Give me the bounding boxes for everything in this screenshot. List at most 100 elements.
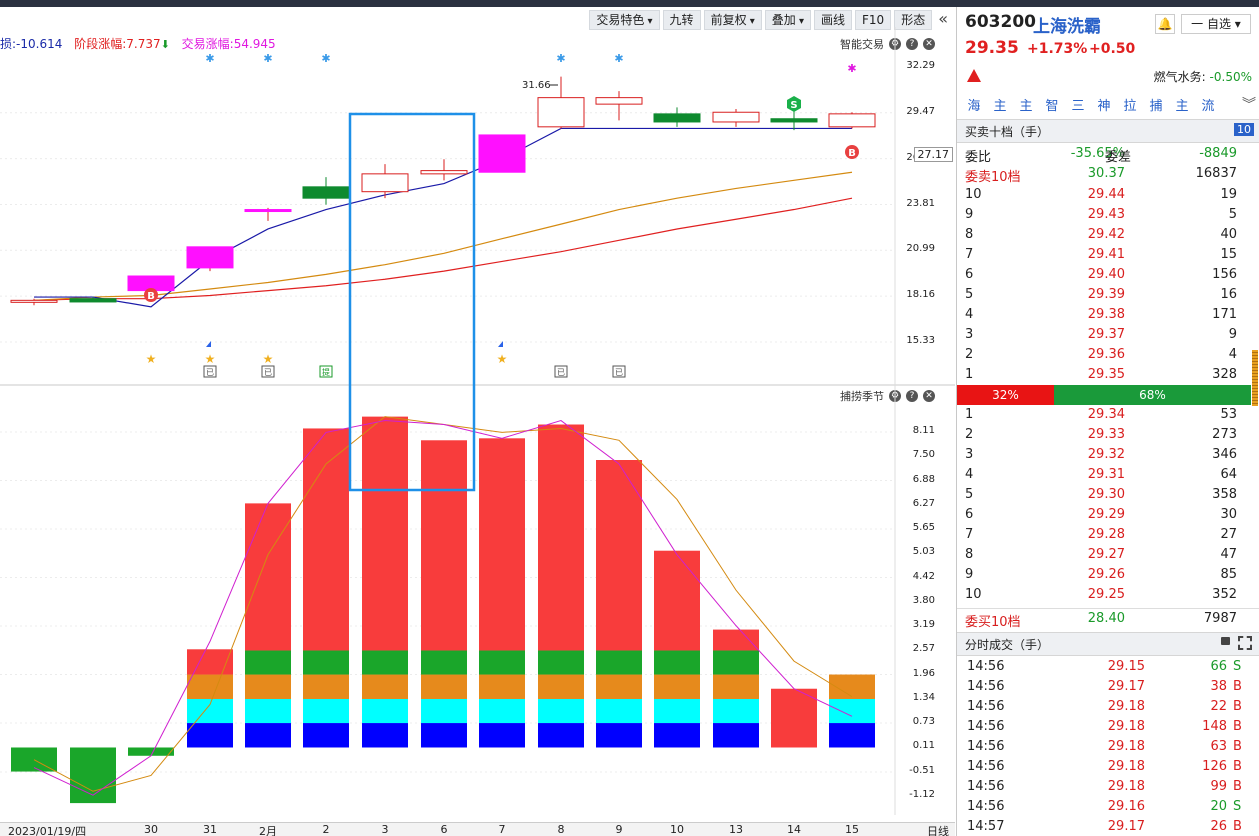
candle-body[interactable]: [712, 111, 760, 123]
indicator-tab-3[interactable]: 智: [1045, 98, 1059, 114]
price-tick-label: 23.81: [906, 197, 935, 209]
candle-body[interactable]: [361, 173, 409, 193]
orderbook-row[interactable]: 9 29.26 85: [957, 565, 1259, 585]
candle-body[interactable]: [302, 186, 350, 199]
orderbook-row[interactable]: 10 29.25 352: [957, 585, 1259, 605]
orderbook-row[interactable]: 7 29.28 27: [957, 525, 1259, 545]
candle-body[interactable]: [69, 298, 117, 303]
note-icon[interactable]: 已: [557, 368, 565, 377]
buy-signal[interactable]: B: [848, 148, 856, 159]
candle-body[interactable]: [653, 113, 701, 123]
osc-bar-segment: [596, 460, 642, 651]
indicator-tab-0[interactable]: 海: [967, 98, 981, 114]
indicator-tab-6[interactable]: 拉: [1123, 98, 1137, 114]
indicator-tab-2[interactable]: 主: [1019, 98, 1033, 114]
candle-body[interactable]: [186, 246, 234, 269]
warning-icon[interactable]: [967, 69, 981, 82]
chart-canvas[interactable]: 31.66 B B S ✱ ✱ ✱ ✱ ✱ ✱ ★ ★ ★ ★ 已 已 提 已 已: [0, 7, 955, 815]
star-icon[interactable]: ★: [146, 352, 157, 366]
trade-time: 14:56: [967, 679, 1005, 694]
candle-body[interactable]: [770, 118, 818, 123]
osc-bar-segment: [596, 650, 642, 675]
osc-bar-segment: [362, 674, 408, 699]
osc-tick-label: -0.51: [909, 764, 935, 776]
star-icon[interactable]: ★: [205, 352, 216, 366]
candle-body[interactable]: [244, 209, 292, 213]
orderbook-row[interactable]: 4 29.38 171: [957, 305, 1259, 325]
candle-body[interactable]: [828, 113, 876, 128]
toolbar-button-3[interactable]: 叠加: [764, 10, 811, 30]
candle-body[interactable]: [420, 170, 468, 175]
star-icon[interactable]: ★: [497, 352, 508, 366]
indicator-tab-4[interactable]: 三: [1071, 98, 1085, 114]
indicator-tab-1[interactable]: 主: [993, 98, 1007, 114]
scrollbar[interactable]: [1252, 350, 1258, 406]
orderbook-row[interactable]: 10 29.44 19: [957, 185, 1259, 205]
orderbook-row[interactable]: 7 29.41 15: [957, 245, 1259, 265]
close-icon[interactable]: ✕: [923, 390, 935, 402]
candle-body[interactable]: [595, 97, 643, 105]
bell-icon[interactable]: 🔔: [1155, 14, 1175, 34]
toolbar-button-1[interactable]: 九转: [662, 10, 701, 30]
orderbook-row[interactable]: 6 29.29 30: [957, 505, 1259, 525]
toolbar-button-6[interactable]: 形态: [894, 10, 933, 30]
indicator-tab-9[interactable]: 流: [1201, 98, 1215, 114]
osc-bar-segment: [596, 674, 642, 699]
expand-icon[interactable]: [1238, 636, 1252, 650]
price-tick-label: 20.99: [906, 243, 935, 255]
orderbook-row[interactable]: 3 29.37 9: [957, 325, 1259, 345]
trade-row: 14:56 29.18 148 B: [957, 717, 1259, 737]
trade-volume: 148: [1202, 719, 1227, 734]
star-icon[interactable]: ★: [263, 352, 274, 366]
sell-signal[interactable]: S: [790, 100, 797, 111]
period-selector[interactable]: 日线: [927, 825, 949, 836]
orderbook-row[interactable]: 5 29.39 16: [957, 285, 1259, 305]
orderbook-row[interactable]: 1 29.35 328: [957, 365, 1259, 385]
orderbook-row[interactable]: 6 29.40 156: [957, 265, 1259, 285]
lock-icon[interactable]: [1221, 637, 1230, 645]
toolbar-button-4[interactable]: 画线: [814, 10, 853, 30]
indicator-tab-8[interactable]: 主: [1175, 98, 1189, 114]
candle-body[interactable]: [537, 97, 585, 128]
note-icon[interactable]: 提: [322, 367, 330, 377]
osc-bar-segment: [187, 723, 233, 748]
orderbook-row[interactable]: 4 29.31 64: [957, 465, 1259, 485]
help-icon[interactable]: ?: [906, 38, 918, 50]
toolbar-button-0[interactable]: 交易特色: [589, 10, 660, 30]
orderbook-row[interactable]: 5 29.30 358: [957, 485, 1259, 505]
orderbook-row[interactable]: 2 29.33 273: [957, 425, 1259, 445]
candle-body[interactable]: [10, 299, 58, 303]
osc-bar-segment: [187, 674, 233, 699]
peak-price-label: 31.66: [522, 80, 551, 91]
note-icon[interactable]: 已: [264, 368, 272, 377]
close-icon[interactable]: ✕: [923, 38, 935, 50]
chevron-down-icon[interactable]: ︾: [1242, 97, 1256, 113]
orderbook-row[interactable]: 9 29.43 5: [957, 205, 1259, 225]
help-icon[interactable]: ?: [906, 390, 918, 402]
note-icon[interactable]: 已: [615, 368, 623, 377]
indicator-tab-5[interactable]: 神: [1097, 98, 1111, 114]
toolbar-button-2[interactable]: 前复权: [703, 10, 762, 30]
orderbook-depth-badge[interactable]: 10: [1234, 123, 1254, 136]
orderbook-row[interactable]: 1 29.34 53: [957, 405, 1259, 425]
toolbar-button-5[interactable]: F10: [855, 10, 892, 30]
note-icon[interactable]: 已: [206, 368, 214, 377]
osc-bar-segment: [538, 723, 584, 748]
candle-body[interactable]: [478, 134, 526, 173]
orderbook-row[interactable]: 8 29.42 40: [957, 225, 1259, 245]
osc-tick-label: 6.88: [912, 473, 935, 485]
note-icon-frame: [261, 365, 275, 378]
orderbook-row[interactable]: 2 29.36 4: [957, 345, 1259, 365]
stock-name[interactable]: 上海洗霸: [1033, 17, 1101, 37]
orderbook-row[interactable]: 3 29.32 346: [957, 445, 1259, 465]
level: 6: [965, 267, 974, 282]
osc-bar-segment: [362, 650, 408, 675]
add-watchlist-button[interactable]: 一 自选 ▾: [1181, 14, 1251, 34]
collapse-icon[interactable]: «: [938, 9, 948, 28]
kline-chart-area[interactable]: 交易特色九转前复权叠加画线F10形态 « 损:-10.614 阶段涨幅:7.737…: [0, 7, 955, 836]
stock-code: 603200: [965, 12, 1036, 32]
orderbook-row[interactable]: 8 29.27 47: [957, 545, 1259, 565]
sector-change[interactable]: 燃气水务: -0.50%: [1154, 68, 1252, 85]
indicator-tab-7[interactable]: 捕: [1149, 98, 1163, 114]
buy-signal[interactable]: B: [147, 291, 155, 302]
